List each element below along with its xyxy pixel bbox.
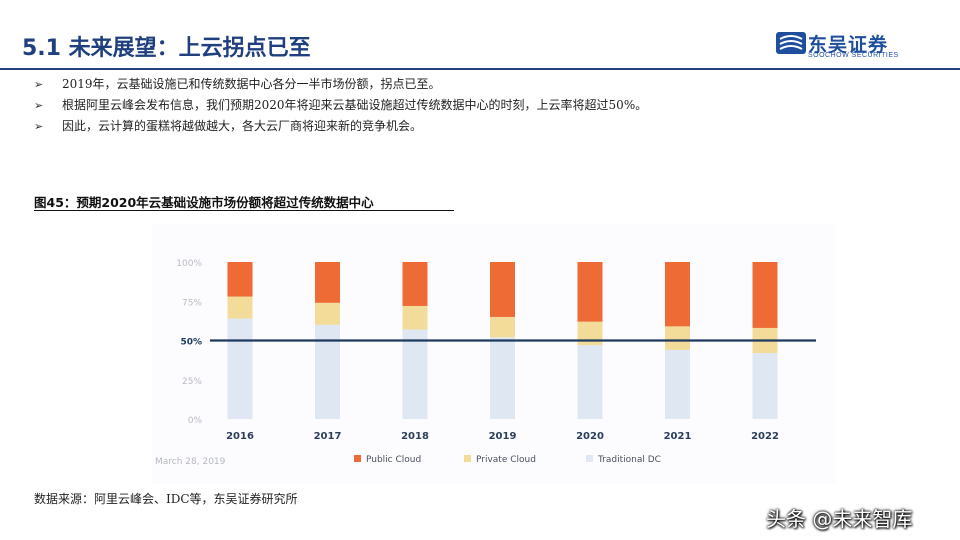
arrow-bullet-icon: ➢ bbox=[34, 78, 44, 91]
title-divider bbox=[0, 68, 960, 70]
bar-segment-public-cloud bbox=[665, 262, 690, 327]
bar-segment-traditional-dc bbox=[227, 318, 253, 419]
page-title: 5.1 未来展望：上云拐点已至 bbox=[22, 36, 311, 61]
bar-segment-traditional-dc bbox=[577, 345, 603, 419]
arrow-bullet-icon: ➢ bbox=[34, 99, 44, 112]
bar-segment-public-cloud bbox=[752, 262, 778, 328]
bullet-text: 2019年，云基础设施已和传统数据中心各分一半市场份额，拐点已至。 bbox=[62, 77, 441, 91]
bar-segment-public-cloud bbox=[227, 262, 253, 297]
y-tick-label: 25% bbox=[182, 377, 202, 387]
x-tick-label: 2018 bbox=[401, 431, 429, 442]
bar-segment-traditional-dc bbox=[315, 324, 340, 419]
bar-segment-public-cloud bbox=[402, 262, 428, 306]
bar-segment-private-cloud bbox=[490, 316, 515, 338]
figure-title: 图45：预期2020年云基础设施市场份额将超过传统数据中心 bbox=[34, 195, 374, 210]
chart-date-note: March 28, 2019 bbox=[155, 457, 226, 467]
legend-label-private-cloud: Private Cloud bbox=[476, 455, 536, 465]
y-tick-label: 100% bbox=[176, 259, 202, 269]
bar-segment-private-cloud bbox=[577, 321, 603, 346]
bullet-text: 根据阿里云峰会发布信息，我们预期2020年将迎来云基础设施超过传统数据中心的时刻… bbox=[62, 98, 648, 112]
bar-segment-public-cloud bbox=[315, 262, 340, 303]
x-tick-label: 2016 bbox=[226, 431, 254, 442]
legend-swatch-public-cloud bbox=[354, 455, 361, 462]
list-item: ➢ 因此，云计算的蛋糕将越做越大，各大云厂商将迎来新的竞争机会。 bbox=[34, 116, 914, 137]
y-tick-label: 0% bbox=[188, 416, 203, 426]
y-tick-label: 75% bbox=[182, 298, 202, 308]
legend-swatch-traditional-dc bbox=[586, 455, 593, 462]
bar-segment-traditional-dc bbox=[665, 349, 690, 419]
list-item: ➢ 根据阿里云峰会发布信息，我们预期2020年将迎来云基础设施超过传统数据中心的时… bbox=[34, 95, 914, 116]
bar-segment-traditional-dc bbox=[402, 329, 428, 419]
watermark: 头条 @未来智库 bbox=[766, 507, 913, 531]
y-tick-label: 50% bbox=[180, 338, 202, 348]
logo-name: 东吴证券 bbox=[808, 34, 889, 56]
company-logo: 东吴证券 SOOCHOW SECURITIES bbox=[776, 30, 926, 62]
stacked-bar-chart: 0% 25% 50% 75% 100% 2016 2017 2018 2019 2020 2021 2… bbox=[152, 224, 836, 484]
bar-segment-private-cloud bbox=[402, 305, 428, 330]
x-tick-label: 2021 bbox=[664, 431, 692, 442]
arrow-bullet-icon: ➢ bbox=[34, 120, 44, 133]
bar-segment-public-cloud bbox=[490, 262, 515, 317]
x-tick-label: 2017 bbox=[314, 431, 342, 442]
bullet-text: 因此，云计算的蛋糕将越做越大，各大云厂商将迎来新的竞争机会。 bbox=[62, 119, 423, 133]
x-tick-label: 2020 bbox=[576, 431, 604, 442]
bullet-list: ➢ 2019年，云基础设施已和传统数据中心各分一半市场份额，拐点已至。 ➢ 根据阿里… bbox=[34, 74, 914, 137]
logo-english-name: SOOCHOW SECURITIES bbox=[808, 52, 899, 59]
bar-segment-private-cloud bbox=[227, 296, 253, 319]
figure-title-underline bbox=[34, 210, 454, 211]
bar-segment-private-cloud bbox=[665, 326, 690, 350]
legend-label-public-cloud: Public Cloud bbox=[366, 455, 421, 465]
legend-label-traditional-dc: Traditional DC bbox=[597, 455, 661, 465]
bar-segment-private-cloud bbox=[315, 302, 340, 325]
list-item: ➢ 2019年，云基础设施已和传统数据中心各分一半市场份额，拐点已至。 bbox=[34, 74, 914, 95]
bar-segment-traditional-dc bbox=[490, 337, 515, 419]
data-source: 数据来源：阿里云峰会、IDC等，东吴证券研究所 bbox=[34, 492, 298, 506]
logo-icon bbox=[776, 32, 806, 54]
chart-container: 0% 25% 50% 75% 100% 2016 2017 2018 2019 2020 2021 2… bbox=[152, 224, 836, 484]
bar-segment-public-cloud bbox=[577, 262, 603, 322]
bar-segment-traditional-dc bbox=[752, 353, 778, 419]
x-tick-label: 2022 bbox=[751, 431, 779, 442]
legend-swatch-private-cloud bbox=[464, 455, 471, 462]
x-tick-label: 2019 bbox=[489, 431, 517, 442]
